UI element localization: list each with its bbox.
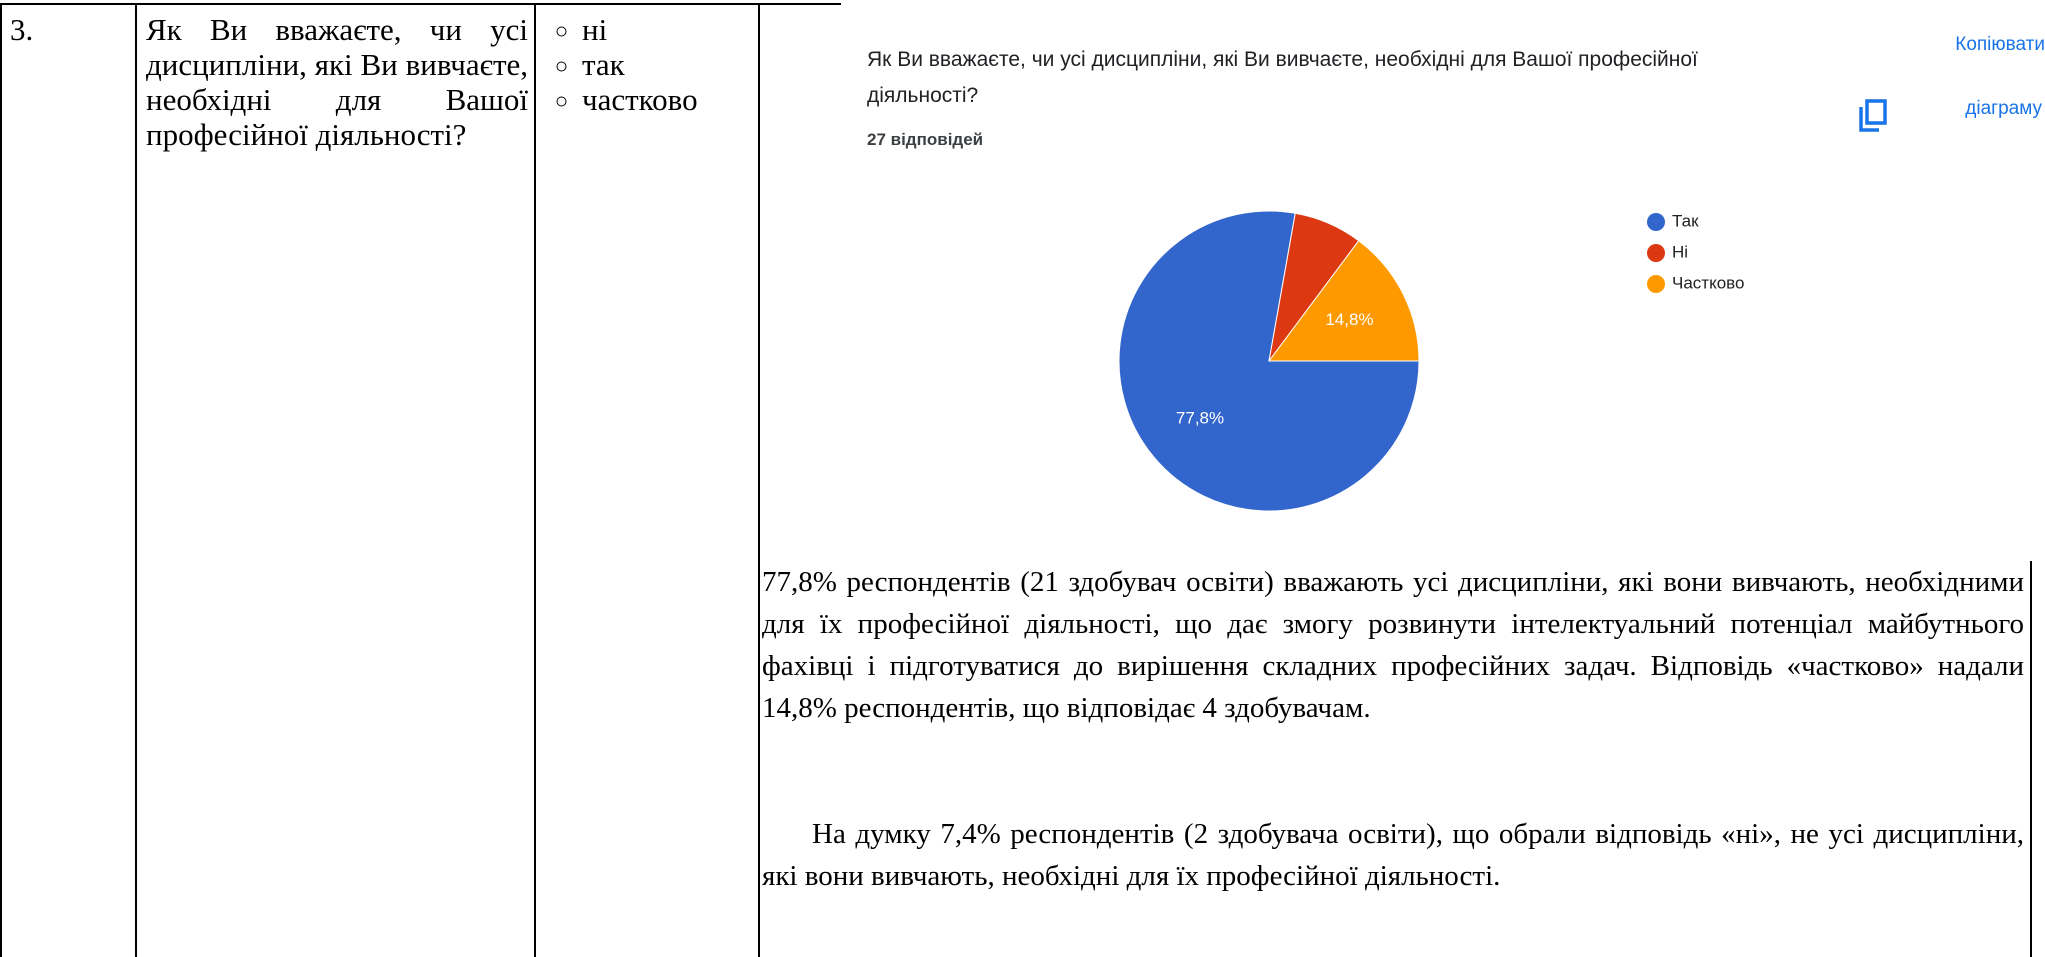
slice-label: 14,8% [1325, 310, 1373, 329]
option: ні [582, 12, 698, 47]
legend-swatch [1647, 244, 1665, 262]
pie-slice [1268, 240, 1420, 362]
copy-icon[interactable] [1858, 98, 1890, 134]
slice-label: 77,8% [1176, 408, 1224, 427]
chart-subtitle: 27 відповідей [867, 130, 984, 149]
border [0, 3, 841, 5]
paragraph: На думку 7,4% респондентів (2 здобувача … [762, 818, 2024, 892]
legend-label: Ні [1672, 242, 1688, 261]
chart-title: Як Ви вважаєте, чи усі дисципліни, які В… [867, 48, 1698, 107]
legend-label: Так [1672, 211, 1699, 230]
border [534, 3, 536, 957]
row-number: 3. [10, 12, 34, 47]
copy-button-line[interactable]: Копіювати [1955, 34, 2045, 55]
legend-swatch [1647, 213, 1665, 231]
pie-chart: 77,8% 14,8% Так Ні Частково [1118, 210, 1744, 512]
border [758, 3, 760, 957]
option: так [582, 47, 698, 82]
border [0, 3, 2, 957]
question: Як Ви вважаєте, чи усі дисципліни, які В… [146, 12, 528, 152]
option: частково [582, 82, 698, 117]
border [2030, 561, 2032, 957]
copy-button-line[interactable]: діаграму [1965, 98, 2042, 119]
legend-label: Частково [1672, 273, 1744, 292]
legend-swatch [1647, 275, 1665, 293]
options: нітакчастково [544, 12, 698, 117]
paragraph: 77,8% респондентів (21 здобувач освіти) … [762, 566, 2024, 724]
border [135, 3, 137, 957]
